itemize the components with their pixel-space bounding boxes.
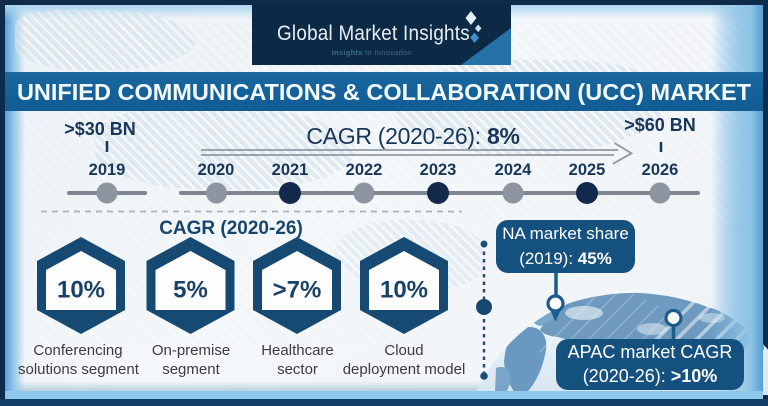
svg-text:>7%: >7%	[273, 277, 322, 304]
svg-text:5%: 5%	[173, 277, 208, 304]
svg-text:10%: 10%	[57, 277, 105, 304]
svg-text:10%: 10%	[380, 277, 428, 304]
